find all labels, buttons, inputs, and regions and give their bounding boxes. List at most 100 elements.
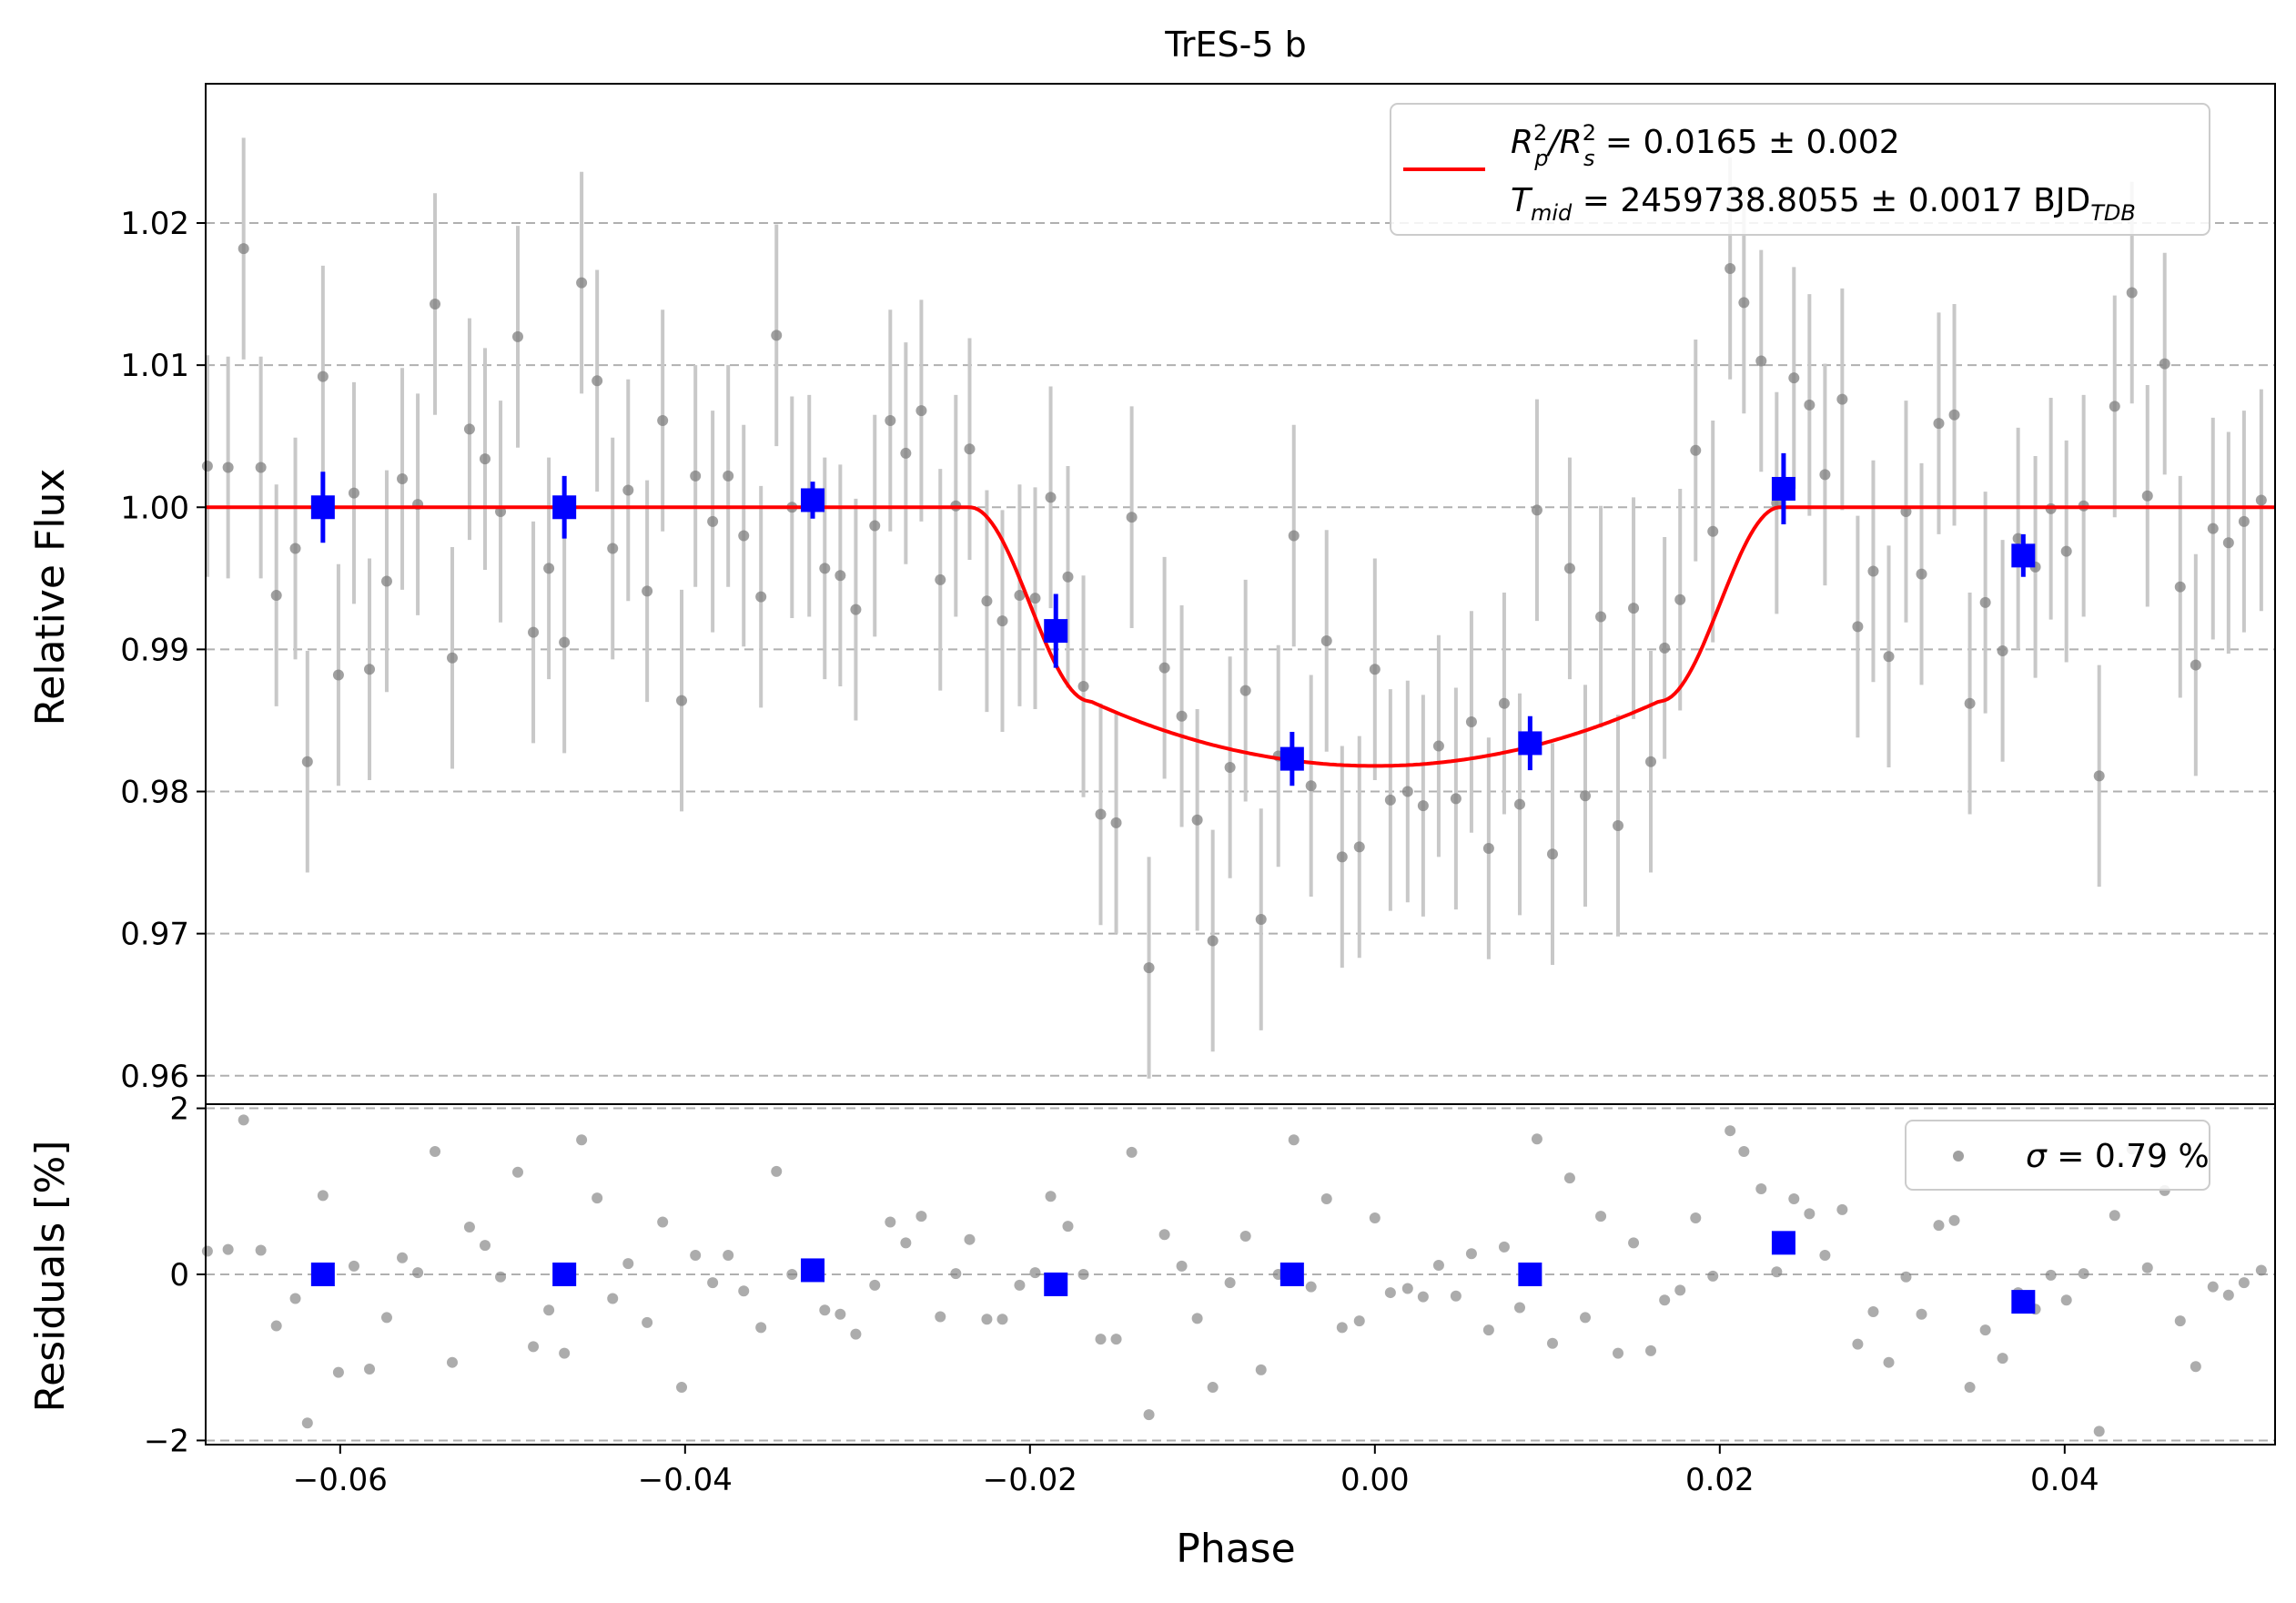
residual-data-point bbox=[915, 1211, 927, 1223]
flux-data-point bbox=[900, 447, 912, 459]
flux-data-point bbox=[755, 591, 767, 603]
flux-data-point bbox=[1158, 662, 1170, 674]
residual-data-point bbox=[900, 1237, 912, 1249]
flux-y-ticks: 0.96 0.97 0.98 0.99 1.00 1.01 1.02 bbox=[120, 206, 206, 1095]
residual-data-point bbox=[559, 1347, 571, 1359]
flux-data-point bbox=[1613, 819, 1624, 831]
flux-data-point bbox=[1979, 596, 1991, 608]
residual-data-point bbox=[1369, 1212, 1381, 1223]
residual-data-point bbox=[607, 1293, 619, 1304]
flux-data-point bbox=[676, 695, 688, 706]
flux-data-point bbox=[1224, 761, 1236, 773]
residual-data-point bbox=[2222, 1289, 2234, 1301]
flux-data-point bbox=[1645, 756, 1657, 767]
flux-data-point bbox=[1852, 621, 1864, 633]
residual-data-point bbox=[1725, 1125, 1736, 1137]
x-tick-label: 0.00 bbox=[1340, 1462, 1410, 1498]
residual-data-point bbox=[1933, 1220, 1945, 1232]
residuals-data-points bbox=[201, 1114, 2267, 1437]
flux-data-point bbox=[2109, 401, 2120, 412]
flux-data-point bbox=[1755, 355, 1767, 367]
legend-tmid-label: Tmid = 2459738.8055 ± 0.0017 BJDTDB bbox=[1511, 182, 2136, 226]
flux-data-point bbox=[430, 298, 441, 309]
binned-flux-point bbox=[1279, 746, 1304, 771]
flux-data-point bbox=[397, 473, 409, 485]
residual-data-point bbox=[622, 1258, 634, 1270]
residual-data-point bbox=[1498, 1241, 1510, 1253]
flux-data-point bbox=[1014, 590, 1026, 602]
residual-data-point bbox=[380, 1312, 392, 1324]
residual-data-point bbox=[1239, 1231, 1251, 1243]
flux-data-point bbox=[1997, 644, 2008, 656]
residual-data-point bbox=[1014, 1279, 1026, 1291]
residual-data-point bbox=[786, 1269, 798, 1280]
residuals-panel: −2 0 2 σ = 0.79 % bbox=[144, 1091, 2276, 1459]
flux-data-point bbox=[446, 652, 458, 664]
flux-data-point bbox=[364, 664, 376, 675]
residual-data-point bbox=[935, 1311, 946, 1323]
flux-data-point bbox=[738, 530, 750, 542]
residual-data-point bbox=[364, 1363, 376, 1375]
flux-binned-points bbox=[310, 452, 2036, 786]
flux-data-point bbox=[1804, 399, 1816, 411]
flux-y-tick-label: 1.02 bbox=[120, 206, 189, 242]
flux-data-point bbox=[270, 590, 282, 602]
flux-data-point bbox=[2255, 494, 2267, 506]
flux-data-point bbox=[1320, 635, 1332, 647]
residual-data-point bbox=[2093, 1425, 2105, 1437]
residual-data-point bbox=[255, 1244, 267, 1256]
flux-data-point bbox=[915, 405, 927, 417]
flux-data-point bbox=[2190, 659, 2201, 671]
residual-data-point bbox=[1255, 1364, 1267, 1375]
binned-residual-point bbox=[2011, 1290, 2036, 1314]
flux-data-point bbox=[935, 573, 946, 585]
binned-residual-point bbox=[801, 1258, 825, 1283]
residual-data-point bbox=[690, 1250, 702, 1262]
binned-flux-point bbox=[801, 488, 825, 512]
residual-data-point bbox=[2238, 1277, 2250, 1289]
flux-data-point bbox=[2126, 287, 2138, 299]
binned-flux-point bbox=[310, 495, 335, 520]
flux-data-point bbox=[2060, 545, 2072, 557]
residual-data-point bbox=[834, 1308, 846, 1320]
flux-data-point bbox=[301, 756, 313, 767]
residuals-legend-box bbox=[1905, 1120, 2210, 1191]
residual-data-point bbox=[528, 1341, 540, 1353]
residual-data-point bbox=[1401, 1283, 1413, 1294]
flux-data-point bbox=[622, 484, 634, 496]
flux-y-tick-label: 0.96 bbox=[120, 1059, 189, 1095]
flux-data-point bbox=[642, 585, 653, 597]
residual-data-point bbox=[1563, 1172, 1575, 1184]
flux-data-point bbox=[707, 515, 719, 527]
residual-data-point bbox=[1432, 1259, 1444, 1271]
flux-data-point bbox=[1239, 685, 1251, 696]
flux-data-point bbox=[1690, 444, 1702, 456]
residuals-legend: σ = 0.79 % bbox=[1905, 1120, 2210, 1191]
x-tick-label: 0.02 bbox=[1685, 1462, 1755, 1498]
flux-data-point bbox=[2174, 581, 2186, 593]
flux-data-point bbox=[996, 615, 1008, 627]
residual-data-point bbox=[348, 1260, 359, 1272]
residual-data-point bbox=[1883, 1356, 1895, 1368]
flux-data-point bbox=[479, 453, 491, 465]
flux-data-point bbox=[1482, 842, 1494, 854]
residuals-gridlines bbox=[206, 1107, 2275, 1442]
residual-data-point bbox=[2190, 1361, 2201, 1373]
residual-data-point bbox=[1707, 1270, 1719, 1282]
x-tick-label: −0.04 bbox=[638, 1462, 733, 1498]
binned-flux-point bbox=[2011, 543, 2036, 568]
flux-y-tick-label: 0.98 bbox=[120, 775, 189, 811]
flux-data-point bbox=[1788, 372, 1800, 384]
residual-data-point bbox=[592, 1192, 603, 1204]
residual-data-point bbox=[755, 1322, 767, 1334]
chart-title: TrES-5 b bbox=[1164, 25, 1306, 65]
flux-data-point bbox=[1029, 593, 1041, 604]
residual-data-point bbox=[1224, 1277, 1236, 1289]
x-axis-ticks: −0.06 −0.04 −0.02 0.00 0.02 0.04 bbox=[293, 1445, 2099, 1498]
residual-data-point bbox=[885, 1216, 896, 1228]
residual-data-point bbox=[1531, 1133, 1542, 1145]
flux-data-point bbox=[834, 570, 846, 582]
residual-data-point bbox=[2060, 1294, 2072, 1306]
flux-data-point bbox=[869, 520, 881, 532]
flux-data-point bbox=[1738, 297, 1750, 309]
